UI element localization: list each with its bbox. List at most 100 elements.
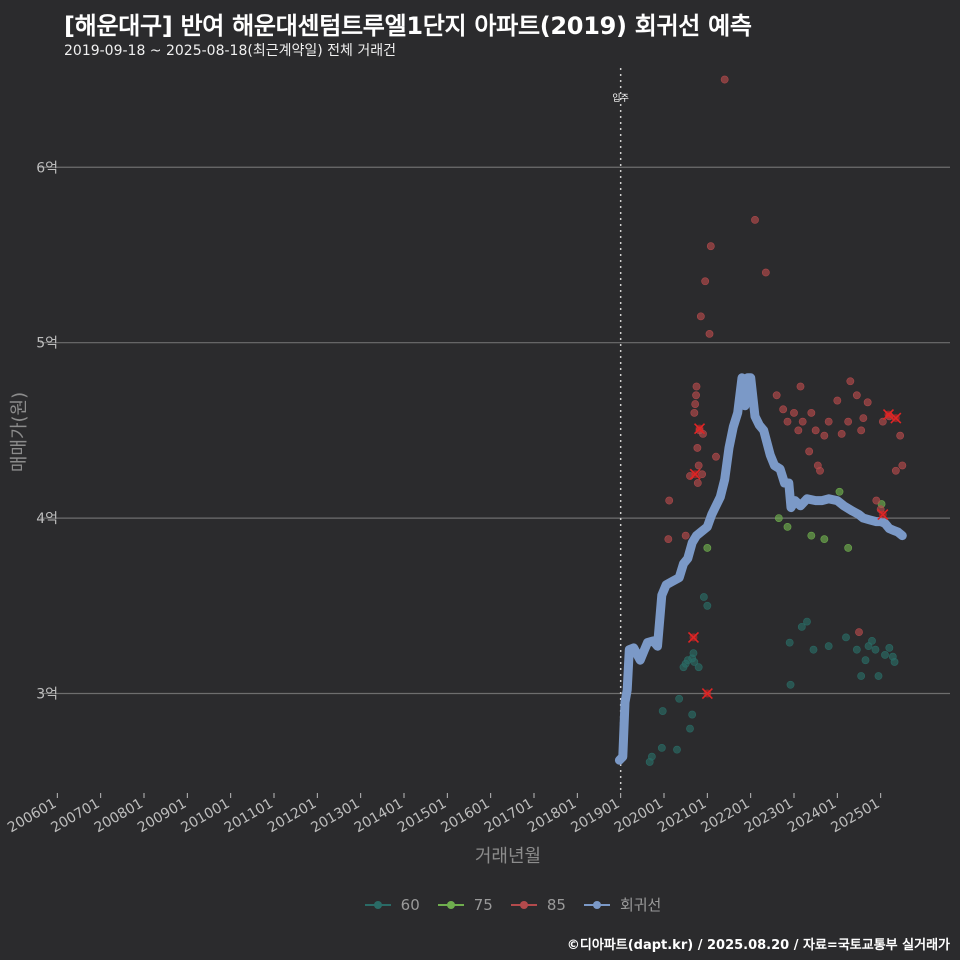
point-75-5 bbox=[835, 487, 844, 496]
point-60-9 bbox=[686, 724, 694, 733]
point-85-40 bbox=[846, 377, 855, 386]
legend-key-60 bbox=[364, 898, 391, 912]
x-tick-label-15: 202101 bbox=[655, 796, 709, 837]
x-tick-label-12: 201801 bbox=[525, 796, 579, 837]
point-60-21 bbox=[809, 645, 818, 654]
point-60-15 bbox=[699, 593, 708, 601]
point-85-19 bbox=[720, 75, 729, 84]
cancel-mark-stroke-b-4 bbox=[877, 509, 889, 521]
point-85-34 bbox=[816, 466, 824, 475]
point-85-30 bbox=[805, 447, 814, 456]
point-60-23 bbox=[842, 633, 850, 642]
point-85-25 bbox=[783, 417, 792, 426]
x-tick-label-19: 202501 bbox=[828, 796, 882, 837]
x-tick-label-17: 202301 bbox=[742, 796, 796, 837]
cancel-marks bbox=[687, 409, 902, 700]
point-60-22 bbox=[824, 642, 833, 651]
regression-layer bbox=[614, 373, 907, 765]
point-85-18 bbox=[712, 452, 720, 461]
point-85-17 bbox=[706, 242, 715, 251]
legend-item-75[interactable]: 75 bbox=[437, 894, 493, 915]
legend-item-regression[interactable]: 회귀선 bbox=[583, 894, 661, 915]
legend-key-regression bbox=[583, 898, 610, 912]
point-85-7 bbox=[692, 382, 701, 391]
x-tick-label-10: 201601 bbox=[438, 796, 492, 837]
source-caption: ©디아파트(dapt.kr) / 2025.08.20 / 자료=국토교통부 실… bbox=[566, 938, 950, 953]
point-85-26 bbox=[790, 408, 798, 417]
point-85-36 bbox=[824, 417, 833, 426]
point-60-5 bbox=[675, 694, 684, 703]
point-85-43 bbox=[859, 414, 868, 423]
x-tick-label-4: 201001 bbox=[178, 796, 232, 837]
point-85-5 bbox=[691, 400, 700, 408]
x-tick-label-13: 201901 bbox=[568, 796, 622, 837]
cancel-mark-stroke-b-0 bbox=[687, 631, 700, 643]
cancel-mark-0 bbox=[687, 631, 700, 643]
point-85-46 bbox=[872, 496, 881, 505]
cancel-mark-stroke-b-3 bbox=[701, 687, 713, 700]
point-85-0 bbox=[664, 535, 673, 544]
data-points bbox=[645, 75, 907, 766]
y-tick-label-2: 5억 bbox=[36, 336, 58, 352]
point-60-3 bbox=[658, 707, 667, 715]
cancel-mark-1 bbox=[689, 468, 701, 480]
move-in-label: 입주 bbox=[612, 92, 629, 104]
x-tick-label-18: 202401 bbox=[785, 796, 839, 837]
legend-label-75: 75 bbox=[473, 895, 493, 914]
point-75-6 bbox=[844, 544, 853, 552]
point-60-30 bbox=[874, 672, 883, 680]
point-75-4 bbox=[820, 535, 829, 544]
cancel-mark-2 bbox=[693, 423, 706, 435]
legend-label-60: 60 bbox=[400, 895, 420, 914]
point-85-10 bbox=[694, 461, 703, 470]
chart-subtitle: 2019-09-18 ~ 2025-08-18(최근계약일) 전체 거래건 bbox=[64, 43, 396, 59]
point-85-41 bbox=[852, 391, 861, 400]
y-tick-labels: 3억 4억 5억 6억 bbox=[36, 160, 58, 702]
point-85-37 bbox=[833, 396, 842, 405]
legend-item-85[interactable]: 85 bbox=[510, 894, 566, 915]
point-85-38 bbox=[837, 429, 846, 438]
point-85-4 bbox=[690, 408, 699, 417]
legend-item-60[interactable]: 60 bbox=[364, 894, 420, 915]
y-tick-label-1: 4억 bbox=[36, 511, 58, 527]
point-60-25 bbox=[857, 672, 866, 680]
legend-key-75 bbox=[437, 898, 464, 912]
point-60-17 bbox=[786, 680, 795, 689]
point-60-31 bbox=[881, 651, 889, 659]
x-tick-label-2: 200801 bbox=[92, 796, 146, 837]
point-85-1 bbox=[665, 496, 674, 505]
point-85-48 bbox=[878, 417, 887, 426]
x-tick-label-11: 201701 bbox=[482, 796, 536, 837]
point-85-45 bbox=[855, 628, 863, 637]
point-85-6 bbox=[692, 391, 700, 400]
cancel-mark-4 bbox=[877, 509, 889, 521]
point-60-14 bbox=[694, 663, 703, 672]
legend-label-85: 85 bbox=[546, 895, 566, 914]
x-tick-label-1: 200701 bbox=[48, 796, 102, 837]
cancel-mark-stroke-b-2 bbox=[693, 423, 706, 435]
x-tick-label-9: 201501 bbox=[395, 796, 449, 837]
point-60-19 bbox=[797, 622, 806, 631]
x-tick-label-14: 202001 bbox=[612, 796, 666, 837]
point-85-52 bbox=[898, 461, 907, 470]
point-60-20 bbox=[803, 617, 811, 626]
point-85-50 bbox=[891, 466, 900, 475]
point-60-18 bbox=[785, 638, 794, 647]
chart-title: [해운대구] 반여 해운대센텀트루엘1단지 아파트(2019) 회귀선 예측 bbox=[64, 12, 752, 40]
point-60-28 bbox=[868, 636, 876, 645]
point-60-4 bbox=[673, 745, 681, 754]
point-85-8 bbox=[693, 444, 702, 452]
point-60-29 bbox=[871, 645, 880, 654]
point-85-23 bbox=[772, 391, 781, 400]
point-60-10 bbox=[688, 710, 697, 719]
x-tick-label-7: 201301 bbox=[308, 796, 362, 837]
point-75-2 bbox=[783, 522, 792, 531]
point-60-26 bbox=[861, 656, 870, 665]
y-tick-label-3: 6억 bbox=[36, 160, 58, 176]
point-85-39 bbox=[844, 417, 853, 426]
point-85-51 bbox=[896, 431, 905, 440]
point-85-29 bbox=[798, 417, 807, 426]
annotation-layer: 입주 bbox=[612, 68, 629, 792]
legend-key-85 bbox=[510, 898, 537, 912]
